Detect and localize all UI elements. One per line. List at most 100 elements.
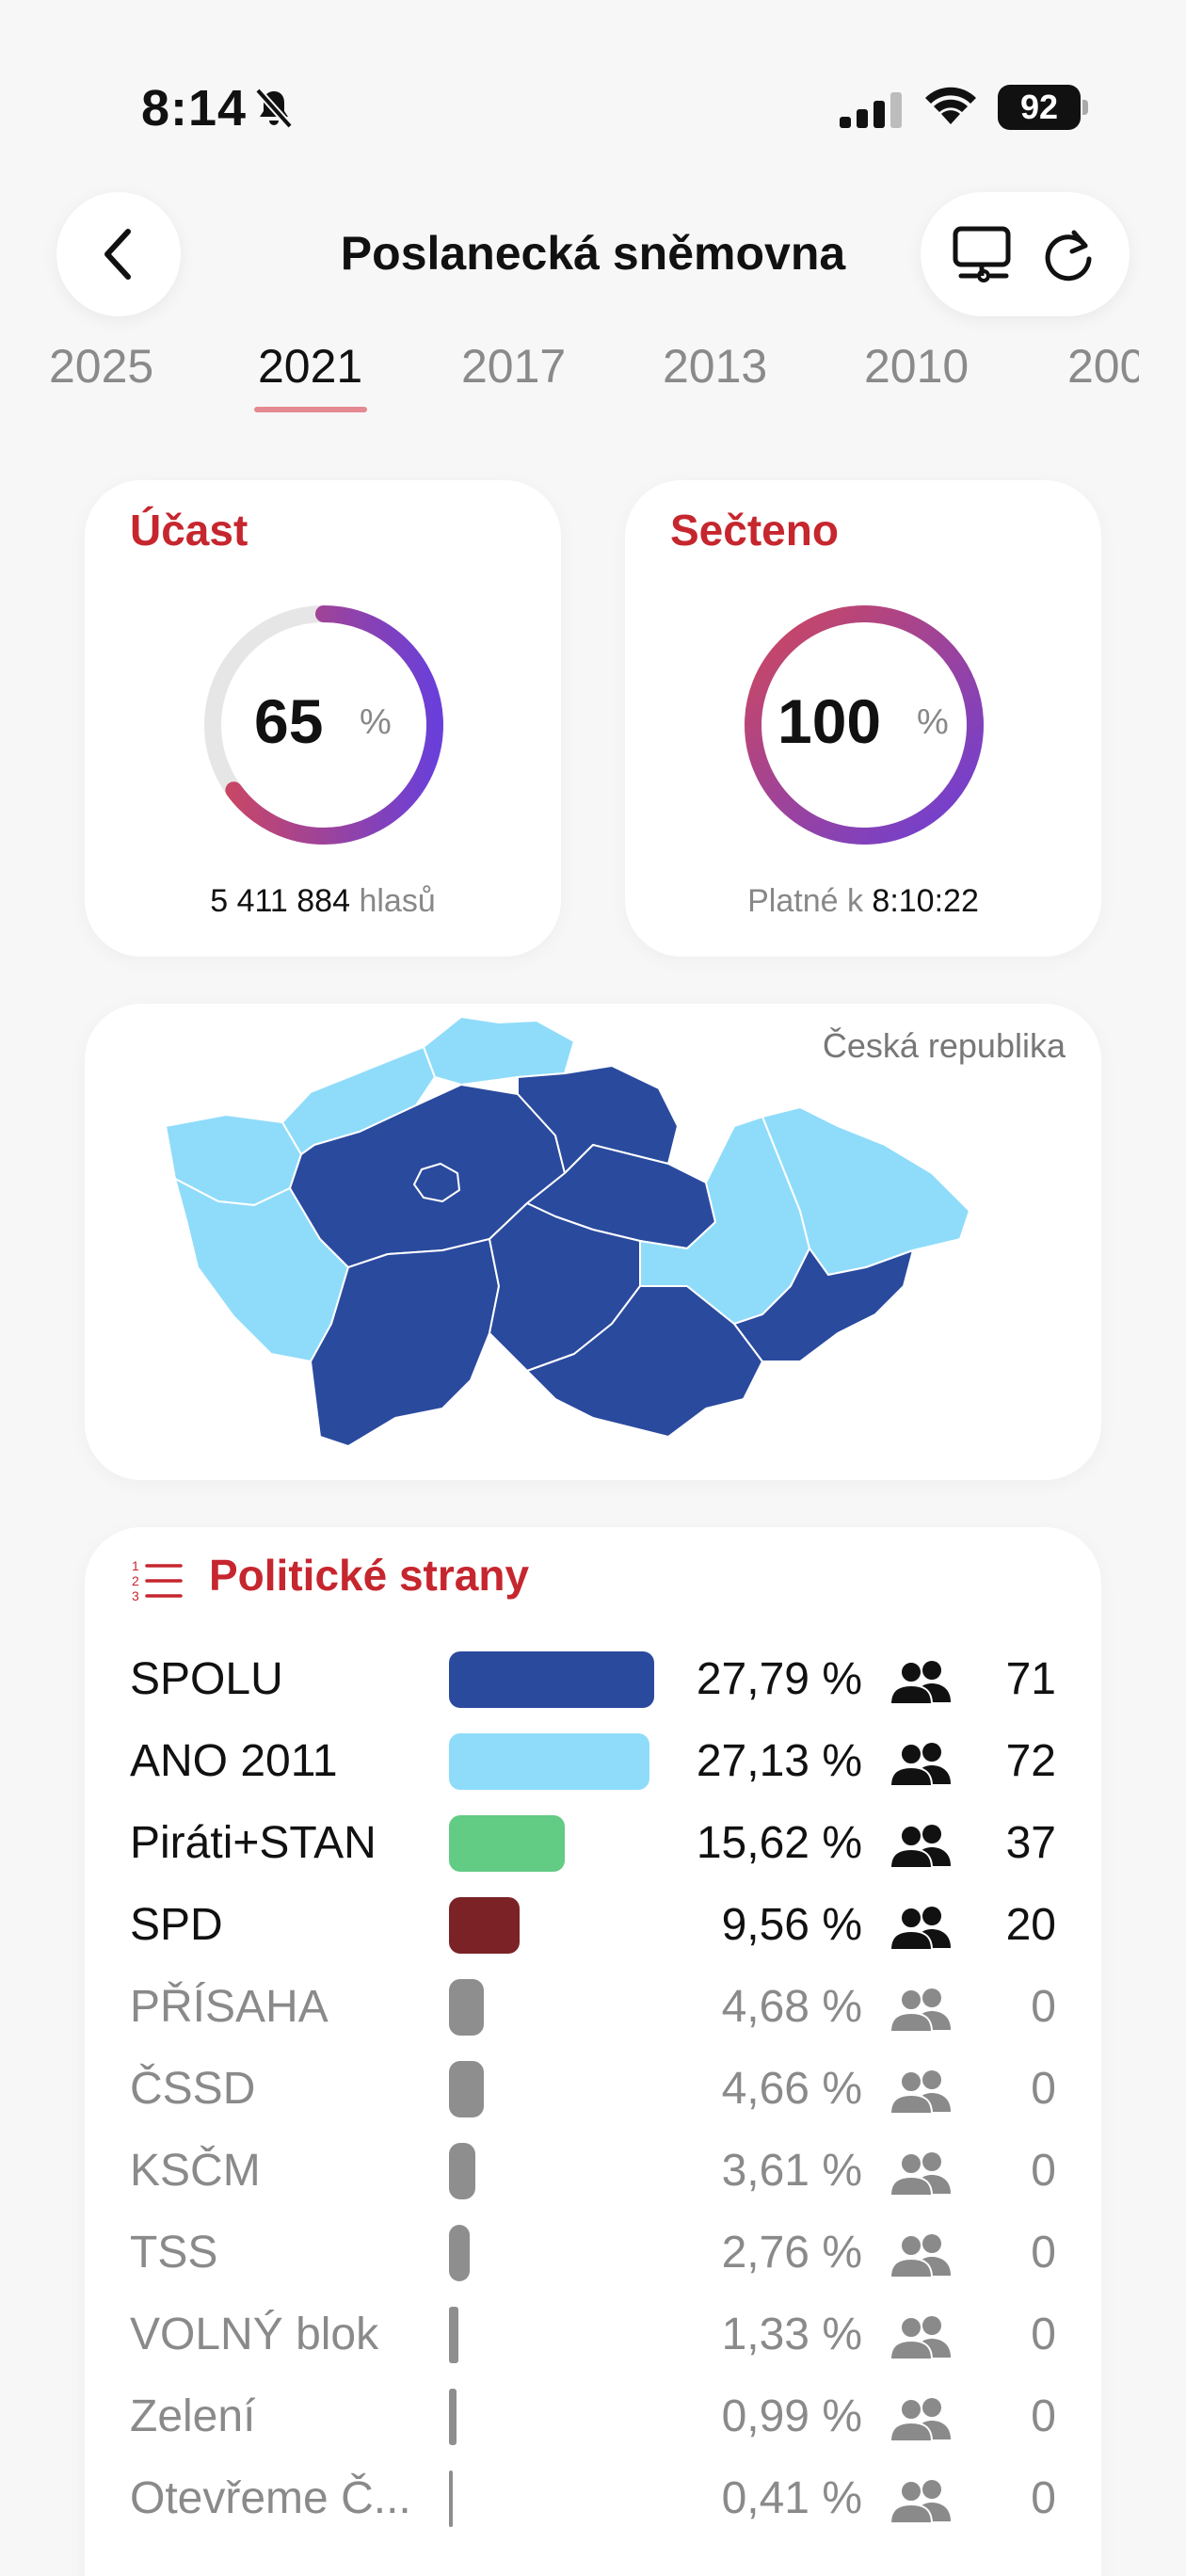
party-seats: 0 <box>1031 2391 1056 2441</box>
people-icon <box>887 2314 954 2360</box>
counted-value: 100 <box>777 686 882 756</box>
region-liberecky <box>423 1016 575 1086</box>
region-jihocesky <box>310 1238 500 1447</box>
party-row[interactable]: PŘÍSAHA 4,68 % 0 <box>85 1970 1101 2045</box>
header-actions <box>921 192 1130 316</box>
party-seats: 20 <box>1005 1900 1056 1950</box>
region-moravskoslezsky <box>761 1106 970 1276</box>
tab-year-2017[interactable]: 2017 <box>461 340 567 393</box>
turnout-title: Účast <box>130 506 248 555</box>
map-card[interactable]: Česká republika <box>85 1004 1101 1480</box>
numbered-list-icon: 1 2 3 <box>132 1558 183 1603</box>
cellular-signal-icon <box>840 92 902 128</box>
party-seats: 0 <box>1031 1982 1056 2032</box>
people-icon <box>887 1741 954 1787</box>
party-share-bar <box>449 1897 520 1954</box>
party-percentage: 4,68 % <box>721 1982 862 2032</box>
party-row[interactable]: TSS 2,76 % 0 <box>85 2215 1101 2291</box>
party-share-bar <box>449 2143 475 2199</box>
region-praha <box>413 1163 460 1202</box>
party-share-bar <box>449 2471 453 2527</box>
people-icon <box>887 2396 954 2442</box>
refresh-icon <box>1045 230 1092 282</box>
people-icon <box>887 2232 954 2278</box>
map-region-label: Česká republika <box>822 1026 1066 1065</box>
party-seats: 0 <box>1031 2146 1056 2196</box>
party-name: PŘÍSAHA <box>130 1982 329 2032</box>
chevron-left-icon <box>104 229 131 280</box>
status-bar: 8:14 92 <box>0 0 1186 188</box>
party-share-bar <box>449 1733 649 1790</box>
party-seats: 72 <box>1005 1736 1056 1786</box>
tab-year-2010[interactable]: 2010 <box>864 340 970 393</box>
party-percentage: 2,76 % <box>721 2228 862 2278</box>
display-button[interactable] <box>945 217 1020 292</box>
turnout-card[interactable]: Účast 65 % 5 411 884 hlasů <box>85 480 561 957</box>
tab-year-200x[interactable]: 200 <box>1067 340 1139 393</box>
bell-muted-icon <box>255 88 293 129</box>
party-share-bar <box>449 2307 458 2363</box>
tab-year-2013[interactable]: 2013 <box>663 340 768 393</box>
party-seats: 0 <box>1031 2228 1056 2278</box>
party-row[interactable]: SPD 9,56 % 20 <box>85 1888 1101 1963</box>
people-icon <box>887 1987 954 2033</box>
party-share-bar <box>449 2389 457 2445</box>
party-percentage: 15,62 % <box>696 1818 862 1868</box>
active-tab-indicator <box>254 407 367 412</box>
tab-year-2025[interactable]: 2025 <box>49 340 154 393</box>
party-row[interactable]: SPOLU 27,79 % 71 <box>85 1642 1101 1717</box>
people-icon <box>887 2069 954 2115</box>
svg-text:2: 2 <box>132 1573 139 1588</box>
valid-time: 8:10:22 <box>872 883 979 919</box>
counted-unit: % <box>917 702 949 742</box>
parties-card: 1 2 3 Politické strany SPOLU 27,79 % 71 ANO… <box>85 1527 1101 2576</box>
tab-year-2021[interactable]: 2021 <box>258 340 363 393</box>
party-seats: 0 <box>1031 2064 1056 2114</box>
counted-card[interactable]: Sečteno 100 % Platné k 8:10:22 <box>625 480 1101 957</box>
party-row[interactable]: ANO 2011 27,13 % 72 <box>85 1724 1101 1799</box>
czech-regions-map <box>165 1016 970 1447</box>
party-seats: 0 <box>1031 2473 1056 2523</box>
people-icon <box>887 2478 954 2524</box>
party-percentage: 27,13 % <box>696 1736 862 1786</box>
party-share-bar <box>449 1815 565 1872</box>
counted-gauge <box>745 605 984 845</box>
page-title: Poslanecká sněmovna <box>340 227 846 280</box>
party-row[interactable]: ČSSD 4,66 % 0 <box>85 2052 1101 2127</box>
parties-title: Politické strany <box>209 1551 530 1600</box>
clock: 8:14 <box>141 80 248 137</box>
svg-text:1: 1 <box>132 1558 139 1573</box>
turnout-votes: 5 411 884 hlasů <box>85 883 561 920</box>
party-name: ČSSD <box>130 2064 256 2114</box>
party-percentage: 1,33 % <box>721 2310 862 2359</box>
battery-level: 92 <box>998 85 1081 130</box>
party-seats: 0 <box>1031 2310 1056 2359</box>
turnout-value: 65 <box>254 686 324 756</box>
battery-icon: 92 <box>998 85 1088 130</box>
year-tabs: 2025 2021 2017 2013 2010 200 <box>0 339 1139 424</box>
back-button[interactable] <box>56 192 181 316</box>
people-icon <box>887 1659 954 1705</box>
party-row[interactable]: Otevřeme Č... 0,41 % 0 <box>85 2461 1101 2536</box>
party-row[interactable]: Piráti+STAN 15,62 % 37 <box>85 1806 1101 1881</box>
party-name: Piráti+STAN <box>130 1818 377 1868</box>
party-row[interactable]: KSČM 3,61 % 0 <box>85 2133 1101 2209</box>
party-name: VOLNÝ blok <box>130 2310 379 2359</box>
party-name: ANO 2011 <box>130 1736 338 1786</box>
party-row[interactable]: Zelení 0,99 % 0 <box>85 2379 1101 2455</box>
party-name: SPD <box>130 1900 223 1950</box>
people-icon <box>887 2150 954 2197</box>
party-name: Otevřeme Č... <box>130 2473 411 2523</box>
people-icon <box>887 1905 954 1951</box>
party-row[interactable]: VOLNÝ blok 1,33 % 0 <box>85 2297 1101 2373</box>
party-name: Zelení <box>130 2391 256 2441</box>
votes-unit: hlasů <box>359 883 436 919</box>
counted-valid-time: Platné k 8:10:22 <box>625 883 1101 920</box>
refresh-button[interactable] <box>1032 217 1107 292</box>
counted-title: Sečteno <box>670 506 839 555</box>
party-name: KSČM <box>130 2146 261 2196</box>
party-name: SPOLU <box>130 1654 283 1704</box>
wifi-icon <box>925 87 976 124</box>
people-icon <box>887 1823 954 1869</box>
party-share-bar <box>449 2061 484 2117</box>
